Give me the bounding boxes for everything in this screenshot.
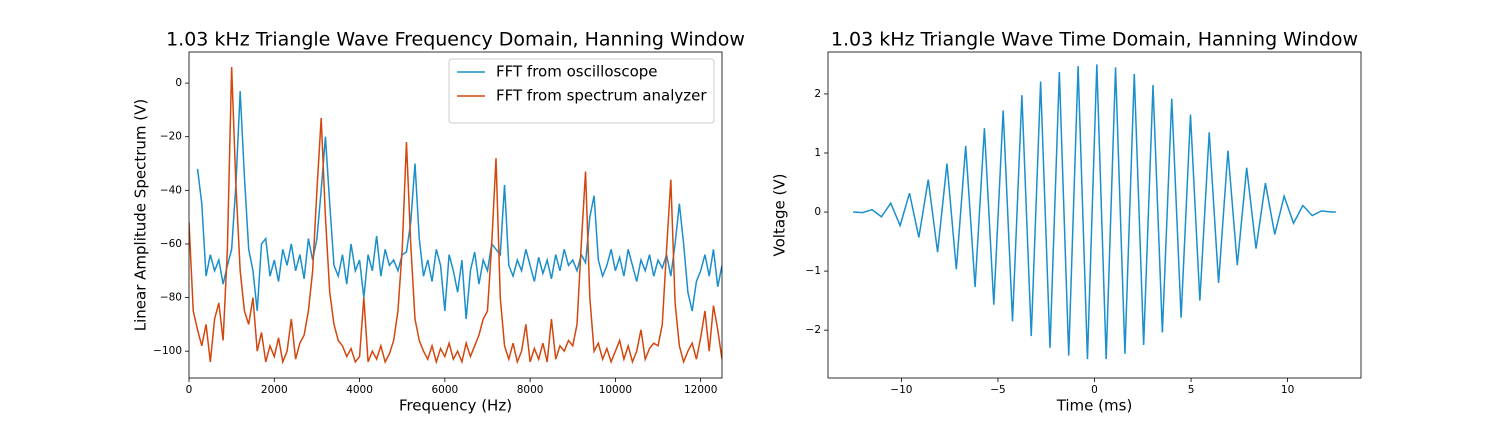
x-tick-label: −5 bbox=[990, 384, 1005, 396]
x-tick-label: 4000 bbox=[346, 384, 373, 396]
y-tick-label: 1 bbox=[814, 147, 821, 159]
y-tick-label: −40 bbox=[160, 184, 182, 196]
plot-area bbox=[853, 64, 1336, 360]
legend-label: FFT from spectrum analyzer bbox=[496, 87, 707, 105]
plot-area bbox=[189, 66, 722, 365]
y-tick-label: −80 bbox=[160, 292, 182, 304]
y-axis-label: Voltage (V) bbox=[771, 174, 789, 257]
y-tick-label: −60 bbox=[160, 238, 182, 250]
axes-frame bbox=[188, 51, 723, 379]
x-axis-label: Frequency (Hz) bbox=[399, 397, 512, 415]
x-tick-label: 0 bbox=[186, 384, 193, 396]
x-tick-label: 10 bbox=[1281, 384, 1294, 396]
legend: FFT from oscilloscope FFT from spectrum a… bbox=[448, 58, 715, 124]
x-tick-label: 2000 bbox=[261, 384, 288, 396]
y-tick-label: −1 bbox=[806, 265, 821, 277]
y-tick-label: 2 bbox=[814, 88, 821, 100]
x-tick-label: 10000 bbox=[599, 384, 632, 396]
x-tick-label: −10 bbox=[890, 384, 912, 396]
legend-label: FFT from oscilloscope bbox=[496, 63, 658, 81]
y-tick-label: −2 bbox=[806, 324, 821, 336]
x-tick-label: 8000 bbox=[517, 384, 544, 396]
series-line bbox=[189, 66, 722, 365]
axes-frame bbox=[827, 51, 1362, 379]
y-tick-label: 0 bbox=[175, 77, 182, 89]
x-tick-label: 5 bbox=[1188, 384, 1195, 396]
y-axis-label: Linear Amplitude Spectrum (V) bbox=[132, 99, 150, 331]
y-tick-label: −100 bbox=[153, 345, 182, 357]
subplot: 1.03 kHz Triangle Wave Time Domain, Hann… bbox=[771, 29, 1362, 415]
chart-title: 1.03 kHz Triangle Wave Time Domain, Hann… bbox=[831, 29, 1358, 51]
x-axis-label: Time (ms) bbox=[1056, 397, 1133, 415]
chart-title: 1.03 kHz Triangle Wave Frequency Domain,… bbox=[166, 29, 745, 51]
y-tick-label: 0 bbox=[814, 206, 821, 218]
series-line bbox=[196, 91, 722, 320]
x-tick-label: 12000 bbox=[684, 384, 717, 396]
y-tick-label: −20 bbox=[160, 131, 182, 143]
series-line bbox=[853, 64, 1336, 360]
subplot: 1.03 kHz Triangle Wave Frequency Domain,… bbox=[132, 29, 745, 415]
x-tick-label: 6000 bbox=[431, 384, 458, 396]
legend-box bbox=[448, 58, 715, 124]
x-tick-label: 0 bbox=[1091, 384, 1098, 396]
